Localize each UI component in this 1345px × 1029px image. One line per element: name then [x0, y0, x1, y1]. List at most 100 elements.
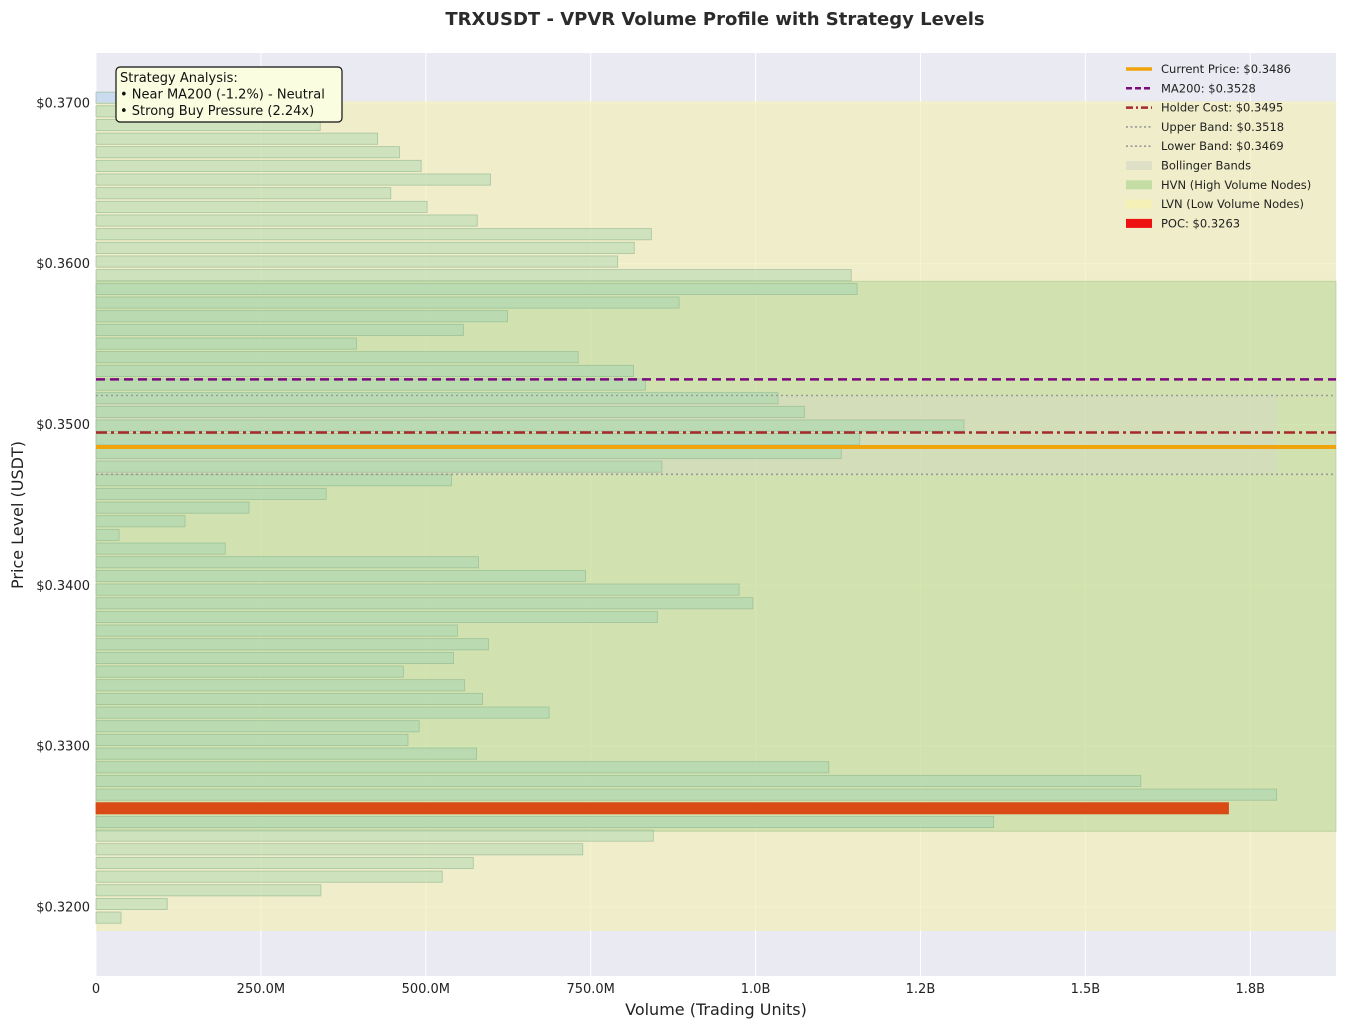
volume-bar [95, 733, 409, 746]
volume-bar [95, 556, 479, 569]
volume-bar [95, 296, 680, 309]
legend-item: POC: $0.3263 [1126, 216, 1240, 230]
volume-bar [95, 843, 584, 856]
volume-bar [95, 474, 452, 487]
legend-item: HVN (High Volume Nodes) [1126, 178, 1311, 192]
strategy-analysis-line: Strategy Analysis: [120, 71, 238, 86]
volume-bar [95, 460, 663, 473]
legend-item: MA200: $0.3528 [1126, 81, 1256, 95]
legend-label: HVN (High Volume Nodes) [1161, 178, 1311, 192]
volume-bar [95, 569, 586, 582]
x-tick-label: 1.2B [906, 982, 936, 997]
legend-swatch [1126, 199, 1152, 209]
axis-ticks: 0 250.0M 500.0M 750.0M 1.0B 1.2B 1.5B 1.8B $0.32… [36, 96, 1265, 997]
volume-bar [95, 870, 443, 883]
chart-title: TRXUSDT - VPVR Volume Profile with Strat… [445, 9, 984, 30]
volume-bar [95, 214, 478, 227]
x-tick-label: 1.0B [741, 982, 771, 997]
strategy-analysis-panel [115, 66, 343, 123]
volume-bar [95, 241, 635, 254]
volume-bar [95, 323, 464, 336]
volume-bar [95, 829, 654, 842]
x-tick-label: 750.0M [566, 982, 614, 997]
volume-bar [95, 542, 226, 555]
volume-bar [95, 774, 1142, 787]
legend-item: Current Price: $0.3486 [1126, 62, 1291, 76]
volume-bar [95, 433, 861, 446]
volume-bar [95, 282, 858, 295]
legend-item: Upper Band: $0.3518 [1126, 120, 1284, 134]
volume-bar [95, 392, 779, 405]
volume-bar [95, 364, 634, 377]
chart-legend: Current Price: $0.3486 MA200: $0.3528 Hold… [1126, 62, 1311, 230]
x-tick-label: 1.8B [1235, 982, 1265, 997]
volume-bar [95, 405, 805, 418]
volume-bar [95, 487, 327, 500]
legend-swatch [1126, 161, 1152, 170]
legend-label: Current Price: $0.3486 [1161, 62, 1291, 76]
legend-item: Lower Band: $0.3469 [1126, 139, 1284, 153]
volume-bar [95, 159, 422, 172]
y-tick-label: $0.3600 [36, 257, 90, 272]
volume-bar [95, 351, 579, 364]
volume-bar [95, 720, 420, 733]
volume-bar [95, 692, 483, 705]
volume-bar [95, 528, 120, 541]
volume-bars [95, 91, 1278, 924]
y-tick-label: $0.3400 [36, 579, 90, 594]
volume-bar [95, 337, 357, 350]
volume-bar [95, 173, 491, 186]
x-tick-label: 1.5B [1071, 982, 1101, 997]
volume-bar [95, 132, 379, 145]
volume-bar [95, 815, 995, 828]
x-tick-label: 0 [92, 982, 100, 997]
strategy-analysis-line: • Strong Buy Pressure (2.24x) [120, 104, 314, 119]
legend-label: Holder Cost: $0.3495 [1161, 101, 1283, 115]
volume-bar [95, 679, 466, 692]
y-tick-label: $0.3200 [36, 900, 90, 915]
volume-bar [95, 583, 740, 596]
volume-bar [95, 146, 400, 159]
volume-bar [95, 187, 392, 200]
legend-label: Upper Band: $0.3518 [1161, 120, 1284, 134]
legend-label: POC: $0.3263 [1161, 216, 1240, 230]
legend-swatch [1126, 218, 1152, 228]
x-tick-label: 500.0M [402, 982, 450, 997]
poc-bar [95, 802, 1229, 815]
y-tick-label: $0.3500 [36, 418, 90, 433]
volume-bar [95, 419, 965, 432]
volume-bar [95, 788, 1278, 801]
volume-bar [95, 856, 474, 869]
volume-bar [95, 446, 842, 459]
legend-swatch [1126, 180, 1152, 190]
x-tick-label: 250.0M [237, 982, 285, 997]
volume-bar [95, 91, 117, 104]
strategy-level-lines [96, 378, 1336, 476]
volume-bar [95, 200, 428, 213]
legend-item: Holder Cost: $0.3495 [1126, 101, 1283, 115]
legend-item: Bollinger Bands [1126, 159, 1251, 173]
volume-bar [95, 911, 122, 924]
volume-bar [95, 228, 652, 241]
y-tick-label: $0.3300 [36, 740, 90, 755]
volume-bar [95, 761, 830, 774]
volume-bar [95, 515, 186, 528]
volume-bar [95, 610, 658, 623]
legend-label: LVN (Low Volume Nodes) [1161, 197, 1304, 211]
volume-bar [95, 884, 322, 897]
legend-label: MA200: $0.3528 [1161, 81, 1256, 95]
volume-bar [95, 269, 852, 282]
volume-bar [95, 624, 458, 637]
strategy-analysis-line: • Near MA200 (-1.2%) - Neutral [120, 88, 325, 103]
legend-label: Lower Band: $0.3469 [1161, 139, 1284, 153]
volume-bar [95, 665, 404, 678]
volume-bar [95, 597, 754, 610]
y-tick-label: $0.3700 [36, 96, 90, 111]
strategy-analysis-box: Strategy Analysis: • Near MA200 (-1.2%) -… [115, 66, 343, 123]
volume-bar [95, 638, 489, 651]
volume-bar [95, 706, 550, 719]
volume-bar [95, 310, 508, 323]
x-axis-label: Volume (Trading Units) [625, 1000, 807, 1019]
volume-bar [95, 255, 619, 268]
